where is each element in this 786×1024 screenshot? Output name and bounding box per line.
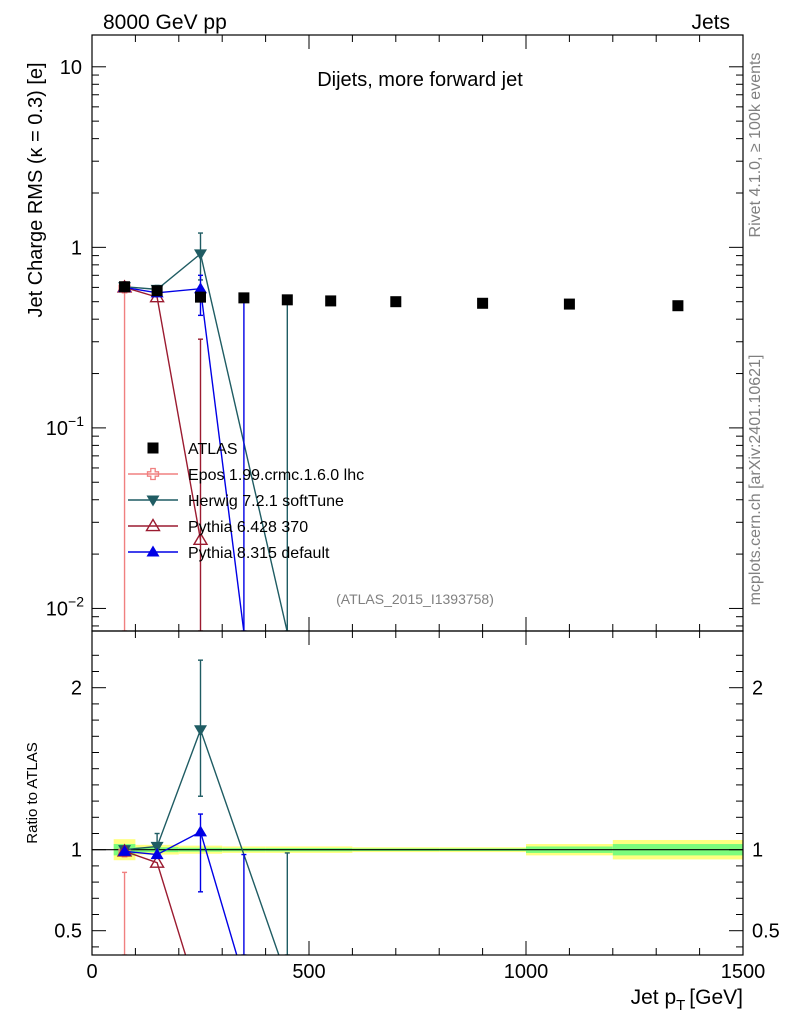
- ratio-marker-pythia: [149, 854, 165, 868]
- x-axis-label: Jet pT [GeV]: [631, 986, 743, 1014]
- main-y-tick-label: 10−2: [46, 593, 84, 620]
- marker-pythia: [192, 531, 209, 546]
- x-tick-label: 1000: [504, 961, 549, 983]
- legend-label: ATLAS: [188, 441, 238, 458]
- main-y-tick-label: 10: [60, 57, 82, 79]
- ratio-y-tick-label-right: 0.5: [752, 921, 780, 943]
- ratio-marker-pythia: [194, 825, 207, 837]
- ratio-line-pythia: [124, 850, 187, 955]
- legend-marker: [147, 442, 159, 454]
- analysis-watermark: (ATLAS_2015_I1393758): [336, 591, 494, 607]
- marker-atlas: [195, 291, 206, 303]
- series-line-pythia: [124, 286, 245, 631]
- ratio-marker-pythia: [150, 848, 164, 860]
- ratio-y-tick-label: 2: [71, 678, 82, 700]
- main-y-tick-label: 10−1: [46, 413, 84, 440]
- x-tick-label: 0: [86, 961, 97, 983]
- ratio-y-tick-label-right: 1: [752, 840, 763, 862]
- marker-atlas: [238, 292, 250, 304]
- x-axis-label-main: Jet p: [631, 986, 677, 1009]
- legend-marker: [146, 495, 160, 507]
- legend-label: Pythia 6.428 370: [188, 519, 308, 536]
- ratio-ticks: 0.5 0.5 1 1 2 2 0 500 1000 1500: [54, 631, 780, 983]
- main-y-tick-label-exp: −2: [68, 593, 84, 609]
- marker-herwig: [194, 249, 207, 261]
- marker-atlas: [672, 300, 684, 312]
- main-series: [116, 232, 684, 631]
- mcplots-label: mcplots.cern.ch [arXiv:2401.10621]: [747, 355, 764, 606]
- main-y-tick-label-exp: −1: [68, 413, 84, 429]
- marker-pythia: [194, 282, 207, 294]
- main-y-tick-label-base: 10: [46, 598, 68, 620]
- legend-label: Epos 1.99.crmc.1.6.0 lhc: [188, 467, 364, 484]
- x-axis-label-sub: T: [676, 997, 685, 1014]
- ratio-y-axis-label: Ratio to ATLAS: [24, 742, 41, 843]
- ratio-line-pythia: [124, 830, 238, 955]
- main-y-tick-label-base: 10: [46, 418, 68, 440]
- header-right: Jets: [691, 11, 730, 34]
- legend-label: Herwig 7.2.1 softTune: [188, 493, 344, 510]
- marker-atlas: [281, 294, 293, 306]
- ratio-series: [116, 659, 290, 955]
- ratio-marker-herwig: [150, 841, 164, 853]
- ratio-y-tick-label-right: 2: [752, 678, 763, 700]
- ratio-frame: [91, 630, 744, 956]
- legend-marker: [146, 545, 160, 557]
- ratio-y-tick-label: 0.5: [54, 921, 82, 943]
- header-left: 8000 GeV pp: [103, 11, 227, 34]
- main-frame: [91, 34, 744, 632]
- x-axis-label-unit: [GeV]: [689, 986, 743, 1009]
- main-y-axis-label: Jet Charge RMS (κ = 0.3) [e]: [25, 62, 47, 317]
- marker-atlas: [477, 297, 489, 309]
- legend-marker: [145, 518, 161, 532]
- legend-marker: [146, 467, 160, 481]
- marker-atlas: [151, 285, 163, 297]
- marker-atlas: [390, 296, 402, 308]
- ratio-marker-herwig: [194, 725, 207, 737]
- ratio-y-tick-label: 1: [71, 840, 82, 862]
- x-tick-label: 500: [292, 961, 325, 983]
- main-y-tick-label: 1: [71, 237, 82, 259]
- x-tick-label: 1500: [721, 961, 766, 983]
- main-title: Dijets, more forward jet: [317, 69, 523, 91]
- marker-atlas: [325, 295, 337, 307]
- marker-atlas: [563, 298, 575, 310]
- ratio-marker-pythia: [118, 844, 132, 856]
- legend-label: Pythia 8.315 default: [188, 545, 330, 562]
- rivet-label: Rivet 4.1.0, ≥ 100k events: [747, 53, 764, 238]
- marker-atlas: [119, 281, 131, 293]
- legend: ATLAS Epos 1.99.crmc.1.6.0 lhc Herwig 7.2.…: [128, 441, 364, 562]
